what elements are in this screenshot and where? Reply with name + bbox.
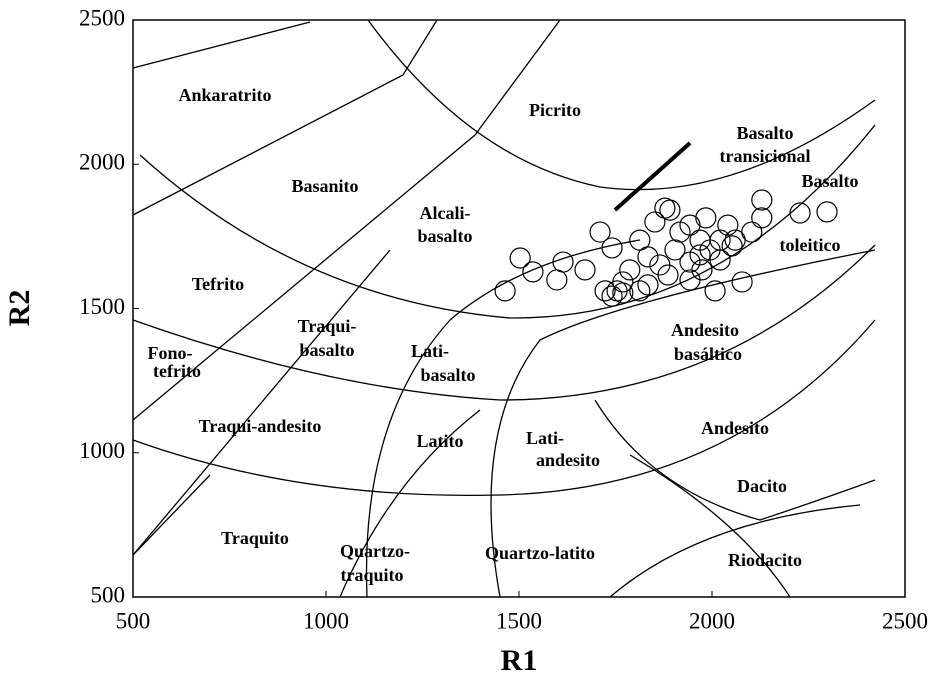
x-tick-label: 2500 xyxy=(882,608,928,633)
y-tick-label: 2500 xyxy=(79,5,125,30)
field-label: Basanito xyxy=(291,176,358,196)
data-point xyxy=(601,285,623,307)
y-tick-label: 1500 xyxy=(79,294,125,319)
data-point xyxy=(637,274,659,296)
field-label: basalto xyxy=(417,226,472,246)
data-point xyxy=(612,282,634,304)
field-label: transicional xyxy=(719,146,810,166)
data-point xyxy=(649,254,671,276)
data-point xyxy=(679,214,701,236)
data-point xyxy=(704,280,726,302)
field-label: Traqui- xyxy=(298,316,357,336)
x-axis-label: R1 xyxy=(501,644,538,677)
field-label: Lati- xyxy=(411,341,449,361)
data-point xyxy=(552,251,574,273)
field-label: Ankaratrito xyxy=(179,85,272,105)
data-point xyxy=(709,249,731,271)
field-label: Andesito xyxy=(701,418,769,438)
y-axis-label: R2 xyxy=(3,290,36,327)
field-label: Riodacito xyxy=(728,550,802,570)
data-point xyxy=(612,271,634,293)
data-point xyxy=(679,269,701,291)
x-tick-label: 500 xyxy=(116,608,151,633)
data-point xyxy=(789,202,811,224)
data-point xyxy=(751,189,773,211)
field-label: Basalto xyxy=(801,171,858,191)
data-point xyxy=(731,271,753,293)
field-label: Fono- xyxy=(148,343,193,363)
x-tick-label: 1000 xyxy=(303,608,349,633)
data-point xyxy=(522,261,544,283)
field-label: tefrito xyxy=(153,361,201,381)
data-point xyxy=(601,237,623,259)
data-point xyxy=(546,269,568,291)
field-label: Traqui-andesito xyxy=(199,416,322,436)
field-label: Alcali- xyxy=(420,203,471,223)
data-point xyxy=(717,214,739,236)
data-point xyxy=(721,235,743,257)
x-tick-label: 2000 xyxy=(689,608,735,633)
data-point xyxy=(574,259,596,281)
field-label: Picrito xyxy=(529,100,581,120)
data-point xyxy=(664,239,686,261)
data-point xyxy=(589,221,611,243)
x-tick-label: 1500 xyxy=(496,608,542,633)
data-point xyxy=(619,259,641,281)
field-label: traquito xyxy=(341,565,404,585)
y-tick-label: 2000 xyxy=(79,150,125,175)
data-point xyxy=(606,280,628,302)
field-label: Tefrito xyxy=(192,274,244,294)
y-tick-label: 1000 xyxy=(79,438,125,463)
field-label: Andesito xyxy=(671,320,739,340)
data-point xyxy=(751,207,773,229)
data-point xyxy=(695,207,717,229)
field-label: basalto xyxy=(299,340,354,360)
data-point xyxy=(629,280,651,302)
field-label: Quartzo- xyxy=(340,541,410,561)
data-point xyxy=(659,199,681,221)
data-point xyxy=(494,280,516,302)
field-label: basalto xyxy=(420,365,475,385)
data-point xyxy=(594,280,616,302)
y-tick-label: 500 xyxy=(91,582,126,607)
field-label: toleitico xyxy=(780,235,841,255)
field-label: Latito xyxy=(417,431,464,451)
field-label: andesito xyxy=(536,450,600,470)
field-label: Basalto xyxy=(736,123,793,143)
data-point xyxy=(637,246,659,268)
data-point xyxy=(644,211,666,233)
field-label: Dacito xyxy=(737,476,787,496)
field-label: basáltico xyxy=(674,344,742,364)
data-point xyxy=(816,201,838,223)
field-label: Traquito xyxy=(221,528,289,548)
field-label: Lati- xyxy=(526,428,564,448)
field-boundaries xyxy=(132,19,876,598)
data-point xyxy=(724,229,746,251)
data-point xyxy=(509,247,531,269)
data-point xyxy=(689,244,711,266)
field-label: Quartzo-latito xyxy=(485,543,595,563)
